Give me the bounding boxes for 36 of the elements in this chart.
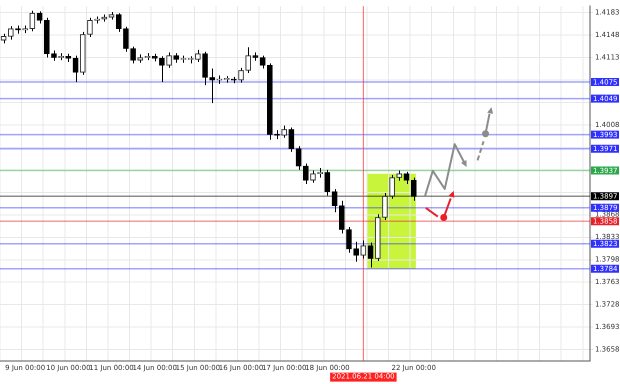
candlestick	[0, 33, 6, 44]
candlestick	[30, 10, 36, 32]
candlestick	[87, 17, 93, 38]
candlestick	[281, 125, 288, 138]
candlestick	[288, 127, 294, 152]
candlestick	[382, 192, 388, 220]
candlestick	[195, 49, 201, 63]
candlestick	[166, 52, 172, 68]
candlestick	[173, 52, 180, 64]
candlestick	[389, 174, 395, 200]
candlestick	[346, 226, 352, 254]
candlestick	[130, 46, 136, 64]
candlestick	[116, 12, 122, 32]
candlestick	[410, 177, 417, 202]
candlestick	[353, 241, 359, 262]
candlestick	[368, 242, 374, 268]
candlestick	[338, 200, 345, 234]
candlestick	[332, 188, 338, 213]
candlestick	[404, 171, 410, 185]
candlestick	[238, 67, 244, 84]
candlestick	[159, 56, 165, 82]
candlestick	[302, 162, 309, 185]
candlestick	[209, 68, 216, 104]
candlestick	[296, 146, 302, 170]
candlestick	[51, 50, 57, 62]
candlestick	[36, 10, 42, 24]
candlestick	[245, 46, 252, 74]
candlestick	[123, 26, 129, 52]
candlestick	[360, 240, 366, 259]
candlestick	[324, 169, 330, 196]
candlestick	[310, 170, 316, 184]
candlestick	[202, 51, 208, 86]
candlestick	[72, 55, 78, 82]
candlestick	[396, 170, 402, 182]
candlestick	[8, 26, 14, 40]
candlestick	[260, 55, 266, 69]
